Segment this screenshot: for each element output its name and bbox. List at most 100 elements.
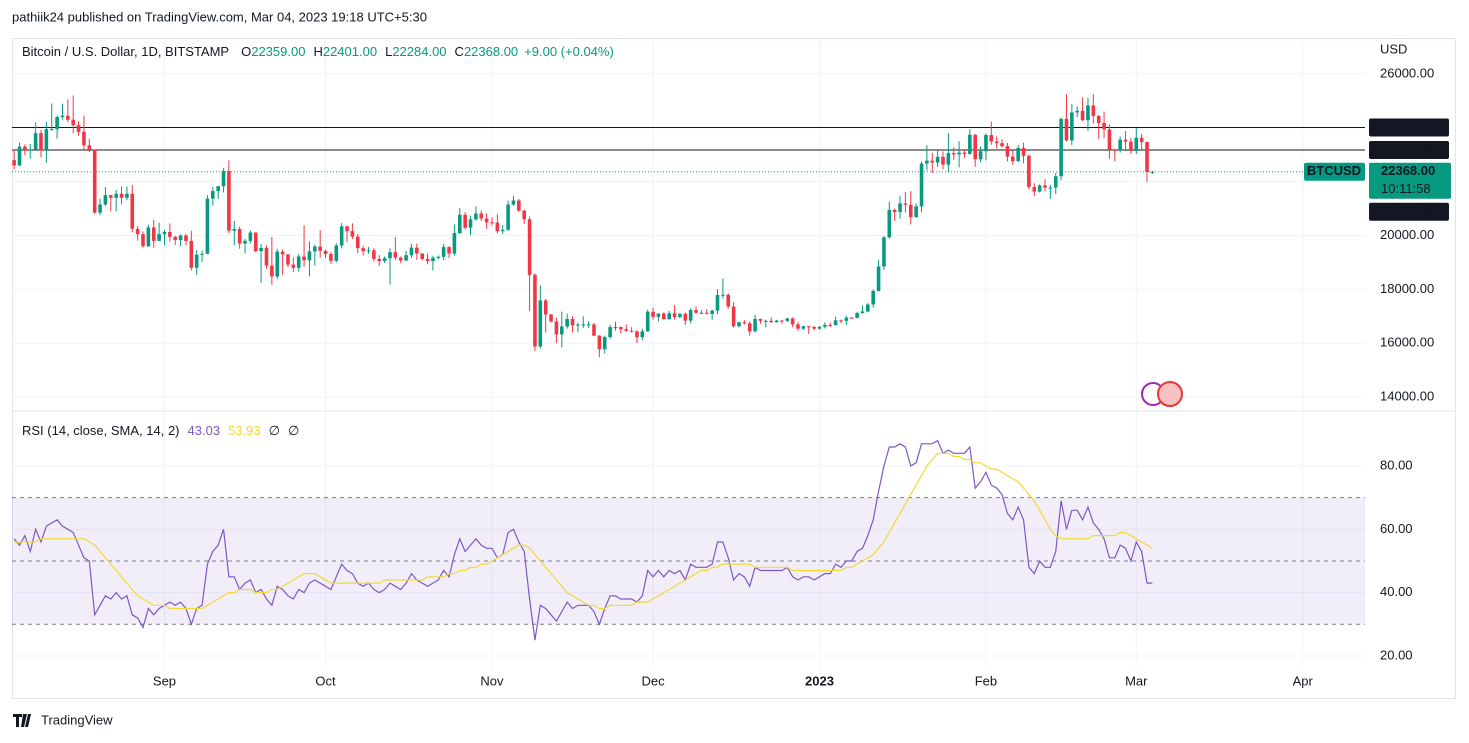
candle-body <box>941 156 945 165</box>
candle-body <box>1118 139 1122 151</box>
candle-body <box>817 326 822 329</box>
candle-body <box>849 317 854 319</box>
candle-body <box>828 324 833 326</box>
candle-body <box>259 247 263 252</box>
symbol-title: Bitcoin / U.S. Dollar, 1D, BITSTAMP <box>22 44 229 59</box>
hline-label: 24008.54 <box>1381 119 1436 134</box>
candle-body <box>742 322 747 324</box>
candle-body <box>355 236 360 249</box>
candle-body <box>221 170 226 187</box>
candle-body <box>1048 187 1053 189</box>
candle-body <box>98 204 102 213</box>
candle-body <box>522 210 527 220</box>
candle-body <box>87 145 92 150</box>
rsi-legend: RSI (14, close, SMA, 14, 2) 43.03 53.93 ∅ ∅ <box>22 423 299 438</box>
legend-key: C <box>455 44 464 59</box>
candle-body <box>1102 122 1106 130</box>
candle-body <box>237 229 242 244</box>
candle-body <box>157 234 161 241</box>
candle-body <box>1027 155 1031 188</box>
candle-body <box>1070 112 1074 141</box>
x-tick-label: Dec <box>642 673 666 688</box>
candle-body <box>1032 187 1037 192</box>
candle-body <box>1059 118 1063 177</box>
x-tick-label: Feb <box>975 673 997 688</box>
candle-body <box>114 193 118 198</box>
candle-body <box>1086 105 1090 121</box>
candle-body <box>1139 137 1144 143</box>
candle-body <box>839 320 843 322</box>
candle-body <box>790 318 795 325</box>
candle-body <box>688 310 693 321</box>
candle-body <box>1145 142 1149 172</box>
candle-body <box>253 232 258 252</box>
candle-body <box>844 317 849 321</box>
rsi-legend-value: 53.93 <box>228 423 261 438</box>
brand: TradingView <box>41 712 113 727</box>
candle-body <box>66 115 70 120</box>
candle-body <box>71 119 76 126</box>
candle-body <box>302 256 306 261</box>
x-tick-label: Oct <box>315 673 336 688</box>
candle-body <box>23 146 27 151</box>
candle-body <box>721 294 725 296</box>
candle-body <box>930 160 935 163</box>
candle-body <box>372 250 376 259</box>
hline-label-box <box>1369 118 1449 137</box>
candle-body <box>1129 141 1133 151</box>
candle-body <box>125 193 129 198</box>
candle-body <box>135 228 140 235</box>
candle-body <box>517 200 521 211</box>
candle-body <box>227 170 231 231</box>
candle-body <box>162 232 167 235</box>
legend-value: 22359.00 <box>251 44 305 59</box>
candle-body <box>103 195 108 205</box>
y-tick-label: 16000.00 <box>1380 335 1434 350</box>
candle-body <box>92 149 97 213</box>
rsi-legend-value: 43.03 <box>188 423 221 438</box>
candle-body <box>629 330 634 332</box>
candle-body <box>1091 105 1096 116</box>
candle-body <box>1010 156 1015 162</box>
candle-body <box>731 306 736 327</box>
candle-body <box>592 324 596 336</box>
marker-label: 22291.66 <box>1381 203 1435 218</box>
candle-body <box>382 258 387 262</box>
candle-body <box>994 141 999 144</box>
candle-body <box>576 324 580 326</box>
rsi-extra: ∅ <box>288 423 299 438</box>
candle-body <box>892 209 897 213</box>
candle-body <box>984 135 988 152</box>
candle-body <box>108 195 113 198</box>
countdown: 10:11:58 <box>1381 181 1431 196</box>
candle-body <box>17 146 22 166</box>
candle-body <box>447 247 451 254</box>
x-tick-label: Sep <box>153 673 176 688</box>
candle-body <box>307 251 312 261</box>
candle-body <box>350 231 355 237</box>
candle-body <box>538 300 543 347</box>
candle-body <box>361 248 365 252</box>
candle-body <box>479 213 484 219</box>
candle-body <box>184 235 188 241</box>
legend-key: L <box>385 44 392 59</box>
candle-body <box>329 254 333 261</box>
candle-body <box>189 240 194 268</box>
symbol-label: BTCUSD <box>1307 163 1361 178</box>
candle-body <box>28 149 33 151</box>
candle-body <box>82 131 86 146</box>
candle-body <box>1096 115 1101 123</box>
candle-body <box>490 222 494 224</box>
candle-body <box>119 193 124 198</box>
logo: TradingView <box>13 712 113 727</box>
candle-body <box>769 320 773 323</box>
currency: USD <box>1380 41 1407 56</box>
candle-body <box>474 213 478 220</box>
candle-body <box>608 327 612 338</box>
legend-value: 22401.00 <box>323 44 377 59</box>
candle-body <box>554 321 559 335</box>
x-tick-label: Nov <box>480 673 504 688</box>
y-tick-label: 20000.00 <box>1380 227 1434 242</box>
candle-body <box>973 134 978 160</box>
candle-body <box>667 313 671 320</box>
